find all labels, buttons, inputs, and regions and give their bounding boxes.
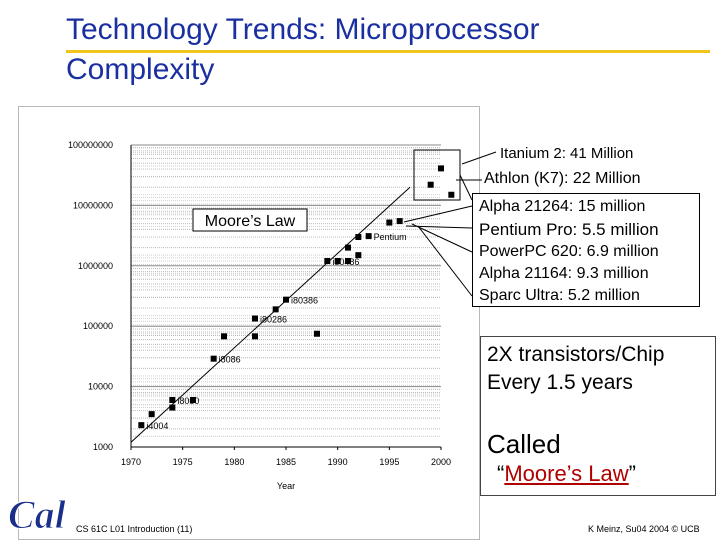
data-point-label: i8080 [177,396,199,406]
title-underline [66,50,710,53]
data-point-label: i4004 [146,421,168,431]
data-point [272,306,279,313]
footer-right: K Meinz, Su04 2004 © UCB [588,524,700,534]
x-tick-label: 1990 [328,457,348,467]
cpu-item-powerpc-620: PowerPC 620: 6.9 million [479,243,659,260]
data-point [169,396,176,403]
data-point [148,411,155,418]
data-point [221,333,227,340]
data-point-label: i8086 [219,355,241,365]
moores-law-name: Moore’s Law [504,461,629,486]
x-tick-label: 2000 [431,457,451,467]
moores-law-chart: 1000 10000 100000 1000000 10000000 100000000 1… [68,140,455,491]
moores-law-trend-line [130,186,411,443]
x-axis-title: Year [277,481,295,491]
doubling-rate-text: 2X transistors/Chip Every 1.5 years [487,343,665,394]
data-point [448,191,455,198]
x-tick-label: 1970 [121,457,141,467]
moores-law-label: Moore’s Law [205,213,296,230]
cal-logo: Cal [8,492,68,537]
data-point [386,219,393,226]
moores-law-label-box [192,208,308,232]
y-tick-label: 10000 [88,382,113,392]
data-point [355,233,362,240]
data-point [345,244,351,251]
data-point-label: i80386 [291,296,318,306]
data-point [334,258,341,265]
athlon-callout: Athlon (K7): 22 Million [484,170,641,187]
data-point [345,258,351,265]
data-point [252,333,258,340]
data-point [283,296,289,303]
data-point [138,422,145,429]
y-tick-label: 1000 [93,442,113,452]
data-point [169,404,176,411]
itanium-callout: Itanium 2: 41 Million [500,145,634,162]
data-point [190,396,196,403]
y-tick-label: 1000000 [78,261,113,271]
cpu-item-pentium-pro: Pentium Pro: 5.5 million [479,220,659,239]
data-point [355,252,362,259]
y-tick-label: 100000 [83,321,113,331]
footer-left: CS 61C L01 Introduction (11) [76,524,193,534]
x-tick-label: 1985 [276,457,296,467]
cpu-item-alpha-21164: Alpha 21164: 9.3 million [479,265,649,282]
data-point [210,355,217,362]
slide-title: Technology Trends: Microprocessor Comple… [66,13,540,86]
moores-law-quote: “Moore’s Law” [497,461,636,487]
chart-panel: 1000 10000 100000 1000000 10000000 100000000 1… [18,106,480,540]
y-tick-label: 100000000 [68,140,113,150]
data-point-label: Pentium [374,232,407,242]
y-tick-label: 10000000 [73,200,113,210]
cpu-item-sparc-ultra: Sparc Ultra: 5.2 million [479,287,640,304]
x-tick-label: 1995 [379,457,399,467]
cal-logo-text: Cal [8,492,67,536]
cpu-transistor-list: Alpha 21264: 15 million Pentium Pro: 5.5… [472,193,700,307]
data-point [314,330,320,337]
data-point-label: i80286 [260,315,287,325]
open-quote: “ [497,461,505,486]
data-point [396,218,403,225]
data-point [365,233,372,240]
x-tick-label: 1980 [224,457,244,467]
data-point [427,181,434,188]
data-point [324,258,331,265]
cpu-item-alpha-21264: Alpha 21264: 15 million [479,198,646,215]
called-text: Called [487,429,561,459]
data-point [252,315,258,322]
x-tick-label: 1975 [173,457,193,467]
data-point [438,165,444,172]
close-quote: ” [628,461,636,486]
moores-law-box: 2X transistors/Chip Every 1.5 years Call… [480,336,716,496]
